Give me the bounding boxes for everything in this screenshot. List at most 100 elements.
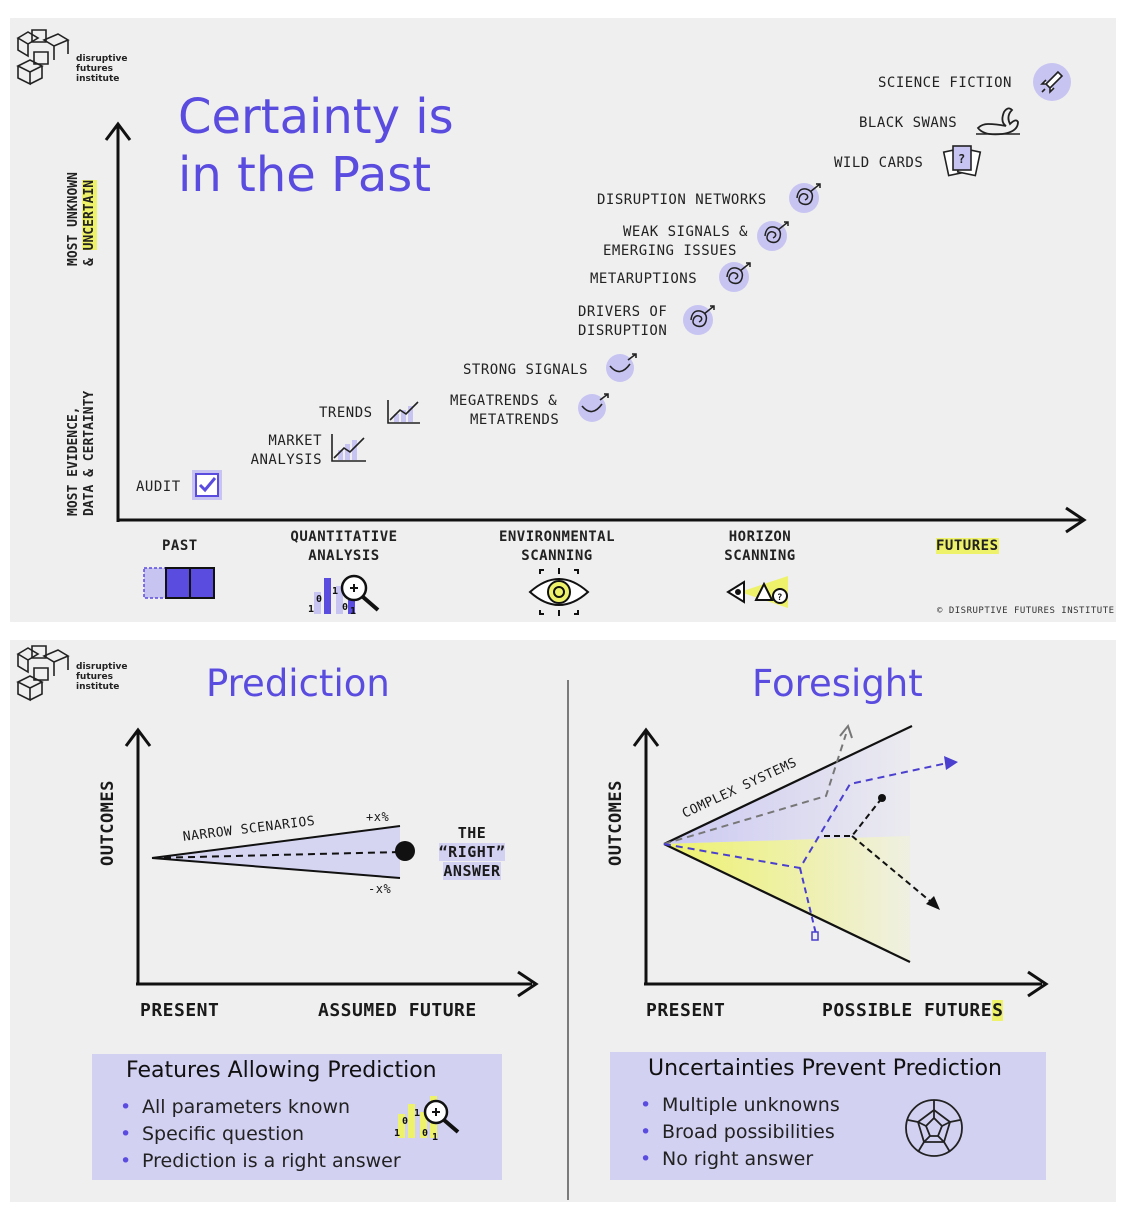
item-science-fiction: SCIENCE FICTION [878,75,1012,91]
disruption-network-icon [789,183,821,213]
y-axis-bottom-line-2: DATA & CERTAINTY [82,390,97,516]
rocket-icon [1033,63,1071,101]
category-past: PAST [162,538,198,554]
uncertainties-item-text: Multiple unknowns [662,1094,840,1116]
item-market-line-2: ANALYSIS [250,452,322,468]
uncertainties-box-title: Uncertainties Prevent Prediction [648,1056,1002,1081]
features-box: Features Allowing Prediction • All parame… [92,1054,502,1180]
foresight-x-right: POSSIBLE FUTURES [822,1000,1004,1021]
strong-signals-icon [606,353,637,382]
item-wild-cards: WILD CARDS [834,155,924,171]
features-box-title: Features Allowing Prediction [126,1058,437,1083]
item-weak-signals-line-2: EMERGING ISSUES [603,243,737,259]
uncertainties-item-text: No right answer [662,1148,814,1170]
svg-text:1: 1 [414,1108,420,1119]
features-item: • Specific question [120,1123,305,1145]
horizon-scan-icon: ? [726,576,788,608]
plus-x-label: +x% [366,810,390,824]
magnifier-data-icon: 1 0 1 0 1 [308,574,380,617]
svg-text:?: ? [958,152,965,166]
y-axis-bottom-label: MOST EVIDENCE, DATA & CERTAINTY [66,391,98,516]
item-drivers: DRIVERS OF DISRUPTION [578,303,667,341]
svg-text:1: 1 [308,604,314,615]
foresight-x-right-main: POSSIBLE FUTURE [822,1000,993,1021]
dfi-logo-bottom: disruptive futures institute [14,642,128,708]
category-env-line-1: ENVIRONMENTAL [498,529,616,545]
item-audit: AUDIT [136,479,181,495]
eye-scan-icon [528,568,590,616]
metaruptions-icon [719,262,751,292]
drivers-icon [683,305,715,335]
category-horizon-line-1: HORIZON [728,529,792,545]
logo-line-3: institute [76,74,120,84]
right-answer-line-2: “RIGHT” [438,843,506,861]
logo-bottom-line-3: institute [76,682,120,692]
svg-text:?: ? [777,593,782,603]
magnifier-data-small-icon: 1 0 1 0 1 [394,1096,460,1143]
dodecahedron-icon [905,1099,963,1157]
market-chart-icon [331,434,366,462]
features-item: • All parameters known [120,1096,351,1118]
item-black-swans: BLACK SWANS [859,115,958,131]
features-item-text: All parameters known [142,1096,351,1118]
item-megatrends: MEGATRENDS & METATRENDS [450,392,559,430]
right-answer-line-3: ANSWER [443,862,501,880]
uncertainties-item: • No right answer [640,1148,814,1170]
category-env-line-2: SCANNING [521,548,593,564]
category-quant-line-2: ANALYSIS [308,548,380,564]
title-line-1: Certainty is [178,89,454,145]
item-megatrends-line-2: METATRENDS [470,412,560,428]
checkbox-icon [192,470,222,500]
certainty-axes [104,121,1087,534]
panel-divider [567,680,569,1200]
right-answer-label: THE “RIGHT” ANSWER [430,824,514,881]
features-item-text: Specific question [142,1123,305,1145]
uncertainties-item-text: Broad possibilities [662,1121,835,1143]
logo-bottom-line-1: disruptive [76,662,128,672]
item-metaruptions: METARUPTIONS [590,271,698,287]
category-horizon-line-2: SCANNING [724,548,796,564]
logo-line-1: disruptive [76,54,128,64]
logo-line-2: futures [76,64,113,74]
title-line-2: in the Past [178,147,432,203]
y-axis-uncertain: UNCERTAIN [82,179,97,251]
category-horizon: HORIZON SCANNING [710,528,810,566]
minus-x-label: -x% [368,882,392,896]
svg-text:1: 1 [394,1128,400,1139]
svg-text:1: 1 [350,606,356,617]
y-axis-top-line-1: MOST UNKNOWN [66,172,81,266]
category-futures: FUTURES [936,537,999,556]
foresight-diagram [632,723,1049,998]
uncertainties-list: • Multiple unknowns • Broad possibilities … [640,1092,840,1173]
category-quantitative: QUANTITATIVE ANALYSIS [286,528,402,566]
svg-text:0: 0 [402,1116,408,1127]
megatrends-icon [578,393,609,422]
item-weak-signals-line-1: WEAK SIGNALS & [622,224,748,240]
item-strong-signals: STRONG SIGNALS [463,362,589,378]
features-item: • Prediction is a right answer [120,1150,401,1172]
weak-signals-icon [757,221,789,251]
copyright: © DISRUPTIVE FUTURES INSTITUTE [937,606,1115,616]
foresight-x-left: PRESENT [646,1000,726,1021]
foresight-title: Foresight [752,662,923,705]
svg-text:1: 1 [332,586,338,597]
page-title: Certainty is in the Past [178,88,454,204]
features-list: • All parameters known • Specific question… [120,1094,401,1175]
svg-text:0: 0 [422,1128,428,1139]
prediction-y-label: OUTCOMES [98,780,118,866]
prediction-title: Prediction [206,662,390,705]
right-answer-line-1: THE [457,824,487,842]
category-quant-line-1: QUANTITATIVE [290,529,398,545]
item-drivers-line-1: DRIVERS OF [578,304,668,320]
item-market-line-1: MARKET [268,433,322,449]
category-futures-label: FUTURES [936,538,999,554]
prediction-diagram [124,727,539,998]
item-disruption-networks: DISRUPTION NETWORKS [597,192,767,208]
uncertainties-item: • Broad possibilities [640,1121,835,1143]
category-environmental: ENVIRONMENTAL SCANNING [494,528,620,566]
prediction-x-right: ASSUMED FUTURE [318,1000,477,1021]
item-market-analysis: MARKET ANALYSIS [244,432,322,470]
y-axis-top-label: MOST UNKNOWN & UNCERTAIN [66,172,98,266]
foresight-y-label: OUTCOMES [606,780,626,866]
svg-text:1: 1 [432,1132,438,1143]
